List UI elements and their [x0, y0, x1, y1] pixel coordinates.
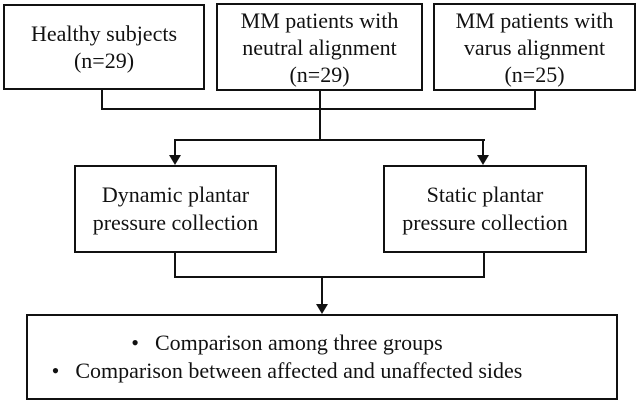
connector-split-horizontal — [174, 139, 485, 141]
arrowhead-to-comparison-icon — [316, 304, 328, 314]
bullet-item-sides-label: Comparison between affected and unaffect… — [75, 358, 523, 383]
box-healthy-subjects: Healthy subjects (n=29) — [3, 4, 205, 90]
box-healthy-line1: Healthy subjects — [30, 21, 178, 46]
arrowhead-to-dynamic-icon — [169, 155, 181, 165]
connector-merge2-horizontal — [174, 276, 485, 278]
box-dynamic-plantar-pressure: Dynamic plantar pressure collection — [74, 165, 277, 253]
bullet-item-sides: • Comparison between affected and unaffe… — [52, 357, 523, 385]
box-varus-line3: (n=25) — [504, 61, 565, 87]
box-dynamic-line1: Dynamic plantar — [101, 182, 250, 207]
box-static-line2: pressure collection — [402, 210, 568, 235]
bullet-item-groups: • Comparison among three groups — [131, 329, 443, 357]
box-neutral-line2: neutral alignment — [242, 34, 397, 60]
box-neutral-line3: (n=29) — [289, 61, 350, 87]
box-varus-line2: varus alignment — [463, 34, 606, 60]
box-mm-neutral-alignment: MM patients with neutral alignment (n=29… — [216, 3, 423, 91]
connector-to-comparison-vertical — [321, 276, 323, 305]
connector-dynamic-down — [174, 251, 176, 278]
box-mm-varus-alignment: MM patients with varus alignment (n=25) — [433, 3, 636, 91]
connector-to-static-vertical — [482, 139, 484, 157]
connector-to-dynamic-vertical — [174, 139, 176, 157]
box-varus-line1: MM patients with — [455, 7, 614, 33]
bullet-icon: • — [131, 330, 139, 355]
box-static-plantar-pressure: Static plantar pressure collection — [383, 165, 587, 253]
box-neutral-line1: MM patients with — [240, 7, 399, 33]
box-static-line1: Static plantar — [426, 182, 544, 207]
bullet-icon: • — [51, 358, 60, 383]
bullet-item-groups-label: Comparison among three groups — [154, 330, 443, 355]
connector-varus-down — [534, 89, 536, 109]
box-comparisons: • Comparison among three groups • Compar… — [26, 314, 618, 400]
box-healthy-line2: (n=29) — [73, 48, 135, 73]
arrowhead-to-static-icon — [477, 155, 489, 165]
connector-merge-horizontal — [101, 108, 536, 110]
connector-trunk-vertical — [319, 89, 321, 140]
connector-static-down — [483, 251, 485, 278]
box-dynamic-line2: pressure collection — [92, 210, 259, 235]
connector-healthy-down — [101, 88, 103, 109]
